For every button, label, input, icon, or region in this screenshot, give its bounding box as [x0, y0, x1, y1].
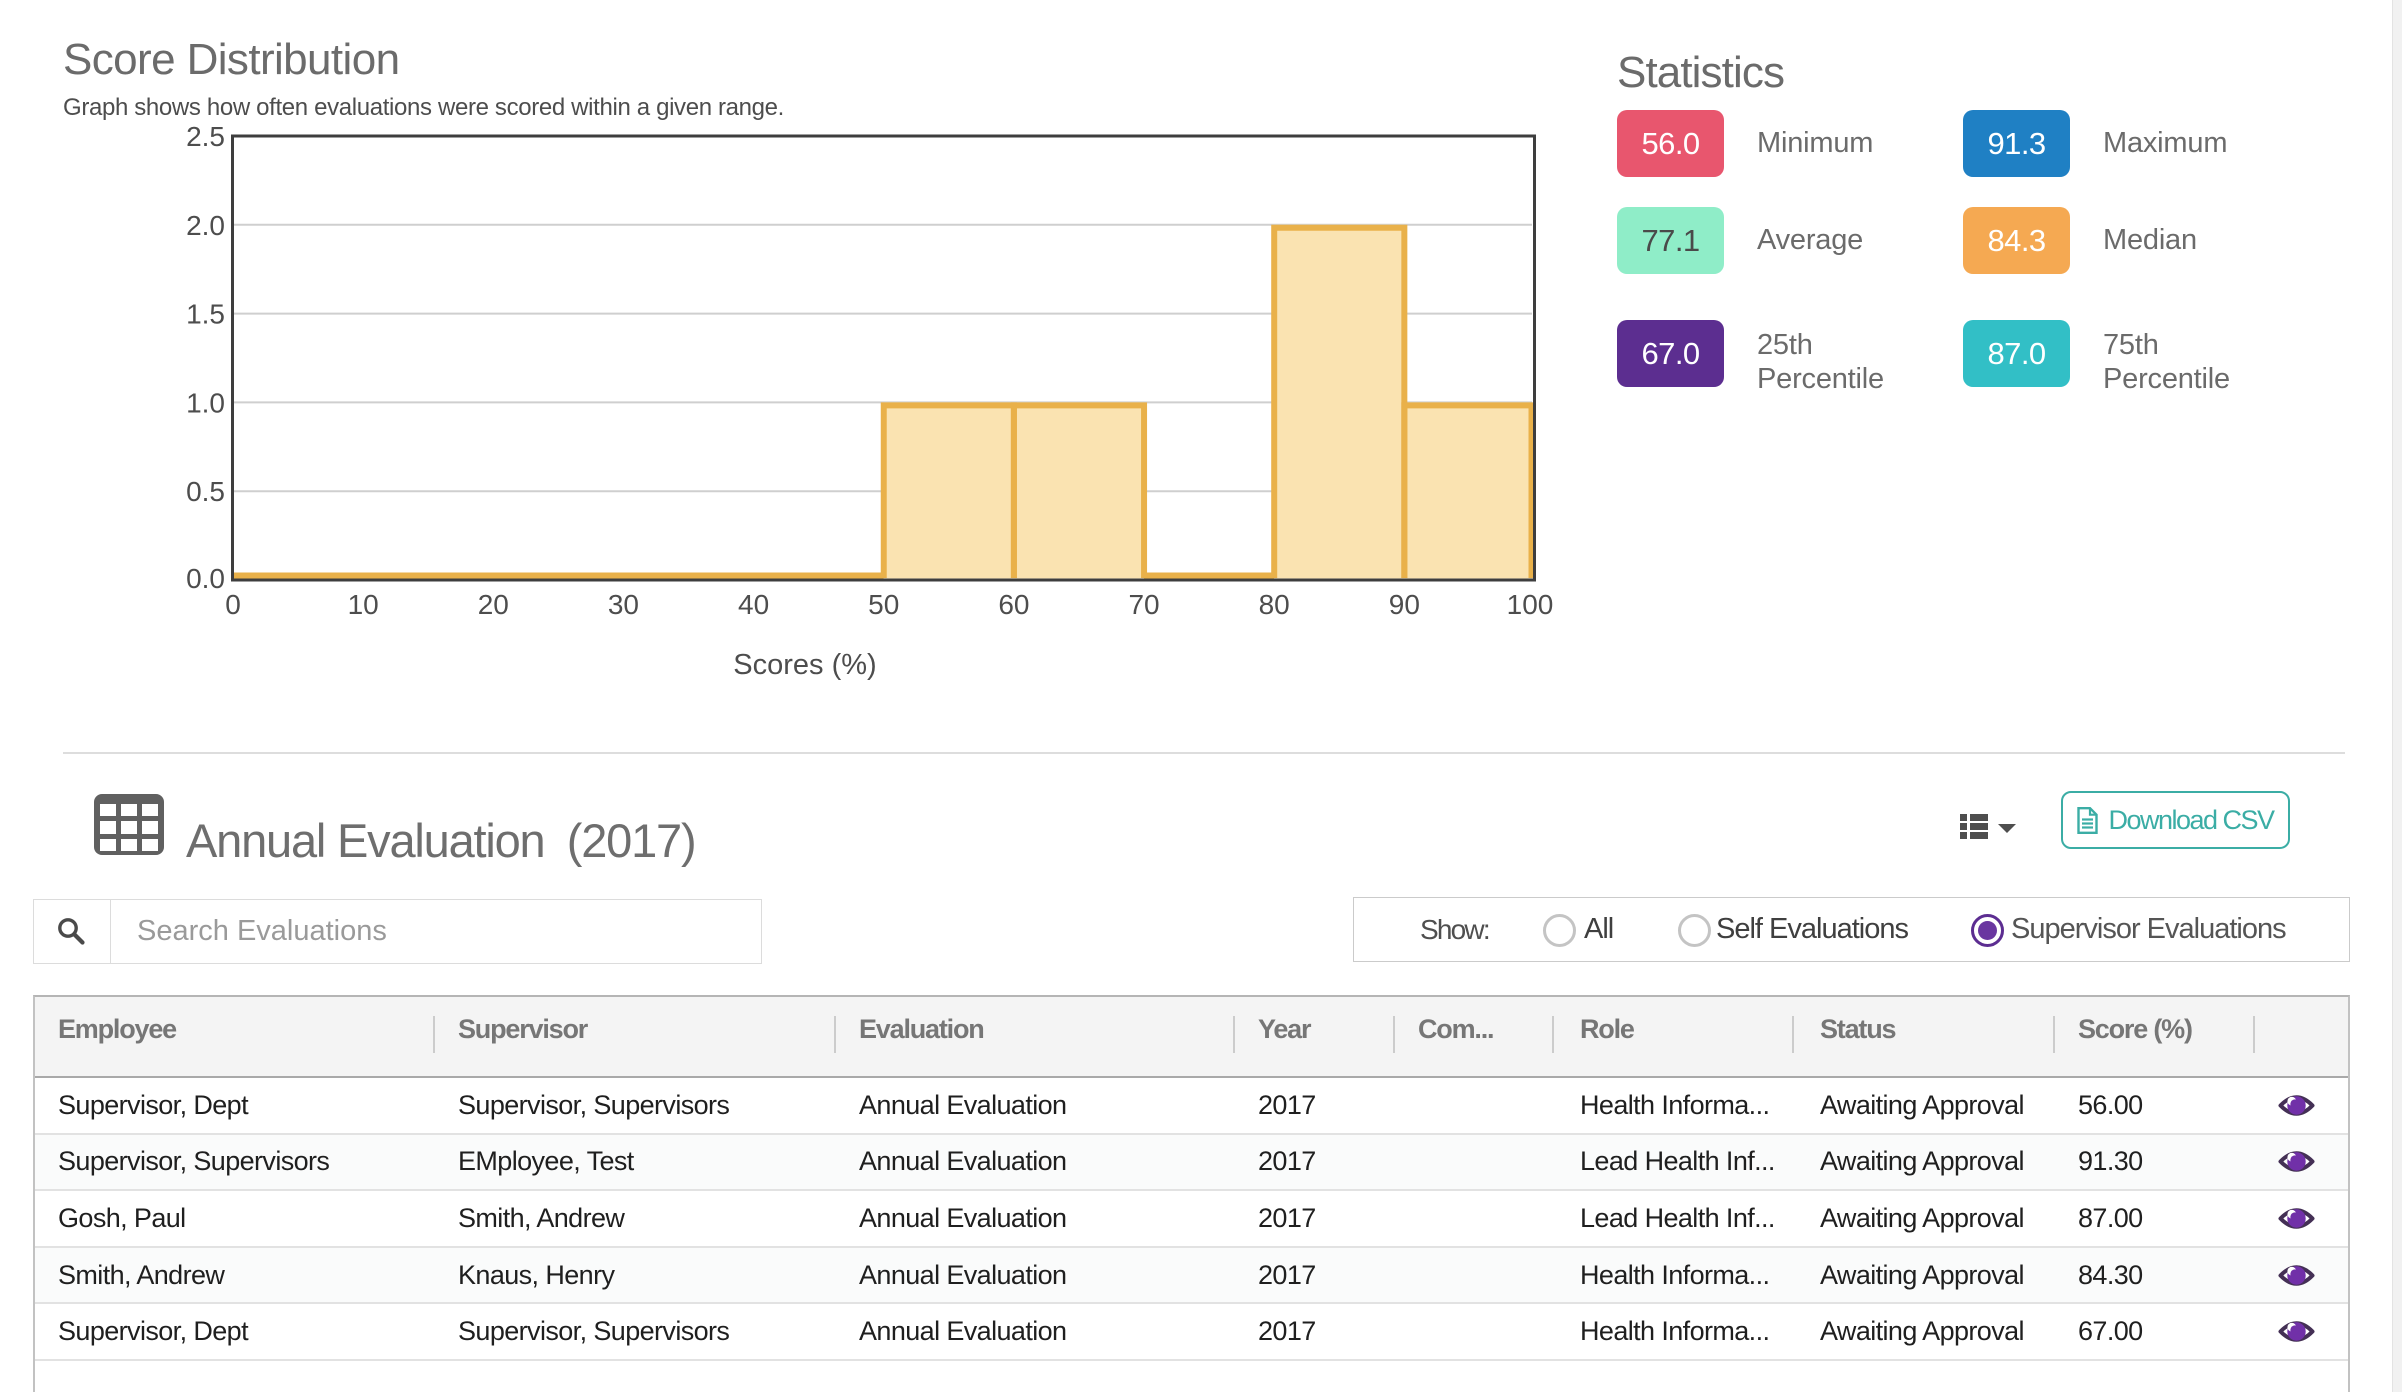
- svg-text:20: 20: [478, 589, 509, 620]
- svg-text:70: 70: [1128, 589, 1159, 620]
- svg-text:0: 0: [225, 589, 241, 620]
- svg-text:90: 90: [1389, 589, 1420, 620]
- svg-text:30: 30: [608, 589, 639, 620]
- svg-text:2.0: 2.0: [186, 210, 225, 241]
- svg-text:100: 100: [1507, 589, 1554, 620]
- svg-text:2.5: 2.5: [186, 121, 225, 152]
- svg-text:50: 50: [868, 589, 899, 620]
- svg-text:1.0: 1.0: [186, 387, 225, 418]
- svg-text:0.5: 0.5: [186, 476, 225, 507]
- svg-text:1.5: 1.5: [186, 299, 225, 330]
- svg-text:60: 60: [998, 589, 1029, 620]
- svg-text:Scores (%): Scores (%): [733, 649, 876, 681]
- svg-text:0.0: 0.0: [186, 563, 225, 594]
- svg-text:10: 10: [348, 589, 379, 620]
- svg-text:40: 40: [738, 589, 769, 620]
- svg-text:80: 80: [1259, 589, 1290, 620]
